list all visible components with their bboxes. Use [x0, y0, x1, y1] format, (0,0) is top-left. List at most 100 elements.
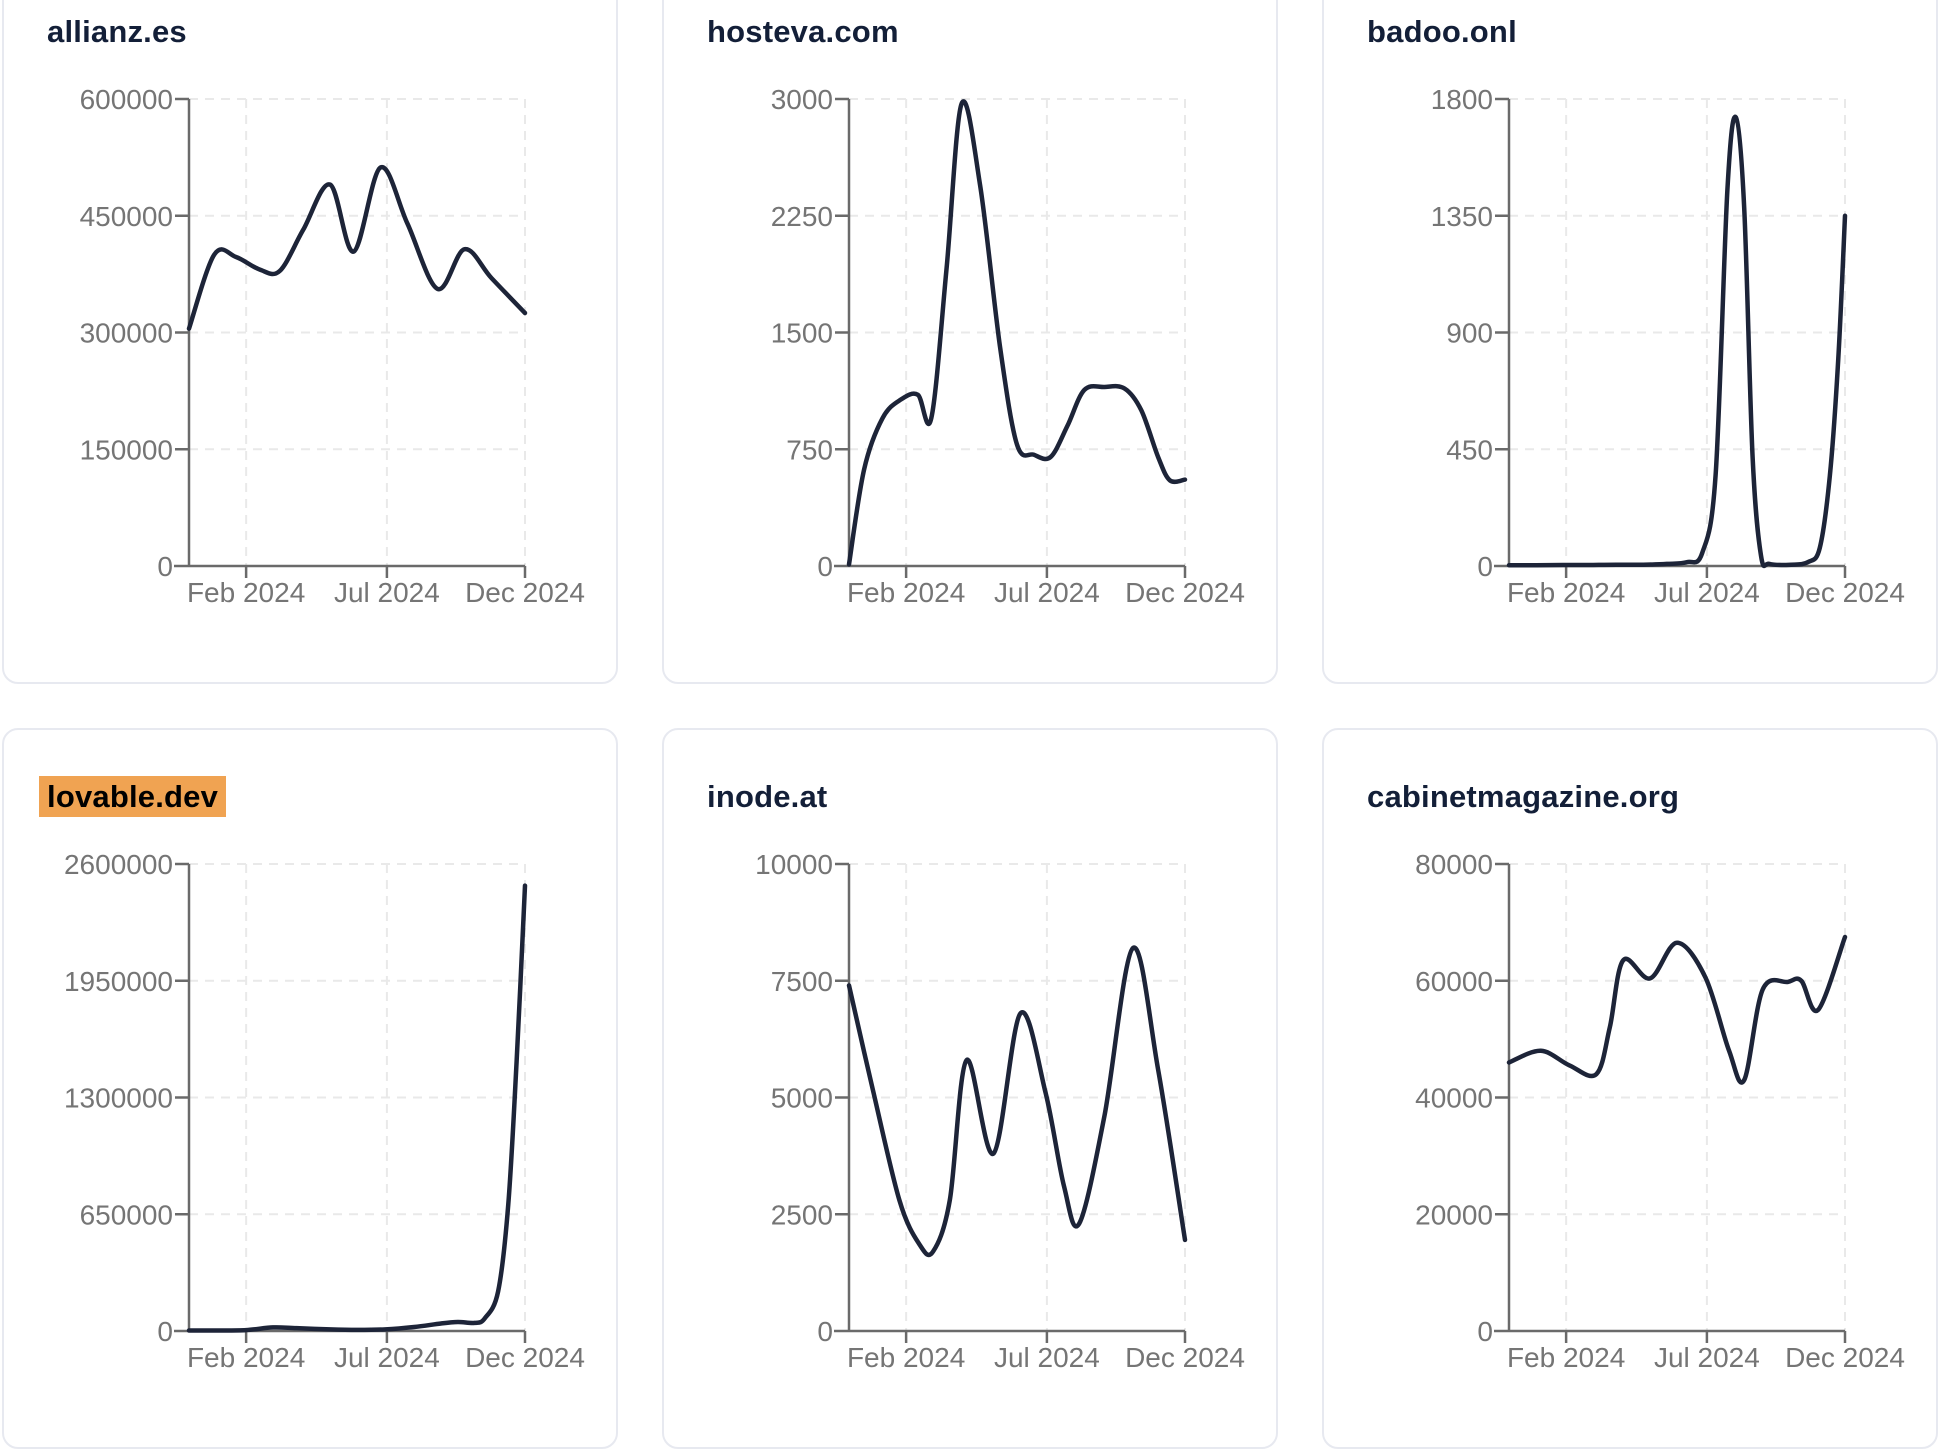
domain-trend-card: allianz.es 0 150000 300000 450000 600000 Feb … — [2, 0, 618, 684]
y-tick-label: 0 — [817, 551, 833, 582]
trend-line — [846, 945, 1188, 1258]
y-tick-labels: 0 20000 40000 60000 80000 — [1415, 849, 1493, 1347]
x-tick-label: Dec 2024 — [465, 1342, 585, 1373]
x-tick-label: Jul 2024 — [1654, 1342, 1760, 1373]
y-tick-label: 1500 — [771, 318, 833, 349]
y-tick-label: 0 — [157, 1316, 173, 1347]
card-title: allianz.es — [47, 13, 187, 51]
y-tick-label: 80000 — [1415, 849, 1493, 880]
x-tick-label: Dec 2024 — [1785, 577, 1905, 608]
x-tick-label: Jul 2024 — [994, 1342, 1100, 1373]
gridlines — [189, 863, 526, 1331]
x-tick-labels: Feb 2024 Jul 2024 Dec 2024 — [1507, 577, 1905, 608]
domain-name: inode.at — [707, 779, 828, 814]
gridlines — [849, 98, 1186, 566]
domain-trend-card: hosteva.com 0 750 1500 2250 3000 Feb 2024 Jul … — [662, 0, 1278, 684]
y-tick-label: 900 — [1446, 318, 1493, 349]
axes — [1494, 97, 1847, 578]
x-tick-label: Jul 2024 — [1654, 577, 1760, 608]
y-tick-label: 450 — [1446, 434, 1493, 465]
y-tick-label: 650000 — [80, 1199, 173, 1230]
y-tick-label: 60000 — [1415, 966, 1493, 997]
domain-trend-card: cabinetmagazine.org 0 20000 40000 60000 8000… — [1322, 728, 1938, 1449]
card-title: hosteva.com — [707, 13, 899, 51]
axes — [1494, 862, 1847, 1343]
x-tick-labels: Feb 2024 Jul 2024 Dec 2024 — [187, 577, 585, 608]
y-tick-label: 1950000 — [64, 966, 173, 997]
x-tick-label: Feb 2024 — [187, 577, 305, 608]
x-tick-labels: Feb 2024 Jul 2024 Dec 2024 — [187, 1342, 585, 1373]
x-tick-label: Feb 2024 — [187, 1342, 305, 1373]
domain-trend-card: badoo.onl 0 450 900 1350 1800 Feb 2024 Jul 202… — [1322, 0, 1938, 684]
y-tick-label: 0 — [817, 1316, 833, 1347]
y-tick-label: 0 — [1477, 1316, 1493, 1347]
line-chart: 0 20000 40000 60000 80000 Feb 2024 Jul 2024 Dec… — [1415, 849, 1905, 1373]
axes — [834, 862, 1187, 1343]
line-chart: 0 2500 5000 7500 10000 Feb 2024 Jul 2024 Dec 20… — [755, 849, 1245, 1373]
y-tick-label: 20000 — [1415, 1199, 1493, 1230]
y-tick-labels: 0 150000 300000 450000 600000 — [80, 84, 173, 582]
domain-trend-card: inode.at 0 2500 5000 7500 10000 Feb 2024 Jul 2… — [662, 728, 1278, 1449]
x-tick-label: Jul 2024 — [994, 577, 1100, 608]
y-tick-label: 2250 — [771, 201, 833, 232]
x-tick-label: Jul 2024 — [334, 577, 440, 608]
y-tick-label: 1350 — [1431, 201, 1493, 232]
card-title: cabinetmagazine.org — [1367, 778, 1679, 816]
gridlines — [1509, 98, 1846, 566]
x-tick-label: Dec 2024 — [1785, 1342, 1905, 1373]
gridlines — [189, 98, 526, 566]
y-tick-label: 10000 — [755, 849, 833, 880]
y-tick-label: 5000 — [771, 1083, 833, 1114]
card-title: badoo.onl — [1367, 13, 1517, 51]
line-chart: 0 650000 1300000 1950000 2600000 Feb 2024 Jul … — [64, 849, 585, 1373]
gridlines — [849, 863, 1186, 1331]
line-chart: 0 150000 300000 450000 600000 Feb 2024 Jul 202… — [80, 84, 585, 608]
y-tick-label: 1800 — [1431, 84, 1493, 115]
y-tick-label: 0 — [157, 551, 173, 582]
trend-line — [186, 165, 528, 331]
domain-name: badoo.onl — [1367, 14, 1517, 49]
axes — [174, 97, 527, 578]
y-tick-label: 600000 — [80, 84, 173, 115]
domain-name: allianz.es — [47, 14, 187, 49]
y-tick-label: 2600000 — [64, 849, 173, 880]
y-tick-labels: 0 750 1500 2250 3000 — [771, 84, 833, 582]
trend-line — [186, 883, 528, 1333]
y-tick-labels: 0 450 900 1350 1800 — [1431, 84, 1493, 582]
axes — [174, 862, 527, 1343]
x-tick-label: Jul 2024 — [334, 1342, 440, 1373]
trend-line — [1506, 114, 1848, 569]
domain-name: lovable.dev — [39, 776, 227, 817]
domain-trend-card-highlighted: lovable.dev 0 650000 1300000 1950000 2600000… — [2, 728, 618, 1449]
y-tick-label: 7500 — [771, 966, 833, 997]
x-tick-label: Dec 2024 — [1125, 577, 1245, 608]
domain-name: cabinetmagazine.org — [1367, 779, 1680, 814]
y-tick-label: 750 — [786, 434, 833, 465]
y-tick-label: 3000 — [771, 84, 833, 115]
y-tick-label: 1300000 — [64, 1083, 173, 1114]
y-tick-label: 150000 — [80, 434, 173, 465]
x-tick-label: Dec 2024 — [465, 577, 585, 608]
y-tick-label: 300000 — [80, 318, 173, 349]
x-tick-label: Feb 2024 — [847, 577, 965, 608]
y-tick-label: 40000 — [1415, 1083, 1493, 1114]
card-title: inode.at — [707, 778, 827, 816]
trend-line — [846, 99, 1188, 567]
x-tick-label: Feb 2024 — [847, 1342, 965, 1373]
y-tick-label: 0 — [1477, 551, 1493, 582]
x-tick-labels: Feb 2024 Jul 2024 Dec 2024 — [847, 577, 1245, 608]
x-tick-labels: Feb 2024 Jul 2024 Dec 2024 — [1507, 1342, 1905, 1373]
x-tick-label: Feb 2024 — [1507, 577, 1625, 608]
domain-name: hosteva.com — [707, 14, 899, 49]
x-tick-label: Dec 2024 — [1125, 1342, 1245, 1373]
line-chart: 0 450 900 1350 1800 Feb 2024 Jul 2024 Dec 2024 — [1431, 84, 1905, 608]
y-tick-label: 450000 — [80, 201, 173, 232]
gridlines — [1509, 863, 1846, 1331]
x-tick-labels: Feb 2024 Jul 2024 Dec 2024 — [847, 1342, 1245, 1373]
axes — [834, 97, 1187, 578]
y-tick-labels: 0 650000 1300000 1950000 2600000 — [64, 849, 173, 1347]
line-chart: 0 750 1500 2250 3000 Feb 2024 Jul 2024 Dec 2024 — [771, 84, 1245, 608]
y-tick-label: 2500 — [771, 1199, 833, 1230]
trend-line — [1506, 934, 1848, 1085]
x-tick-label: Feb 2024 — [1507, 1342, 1625, 1373]
